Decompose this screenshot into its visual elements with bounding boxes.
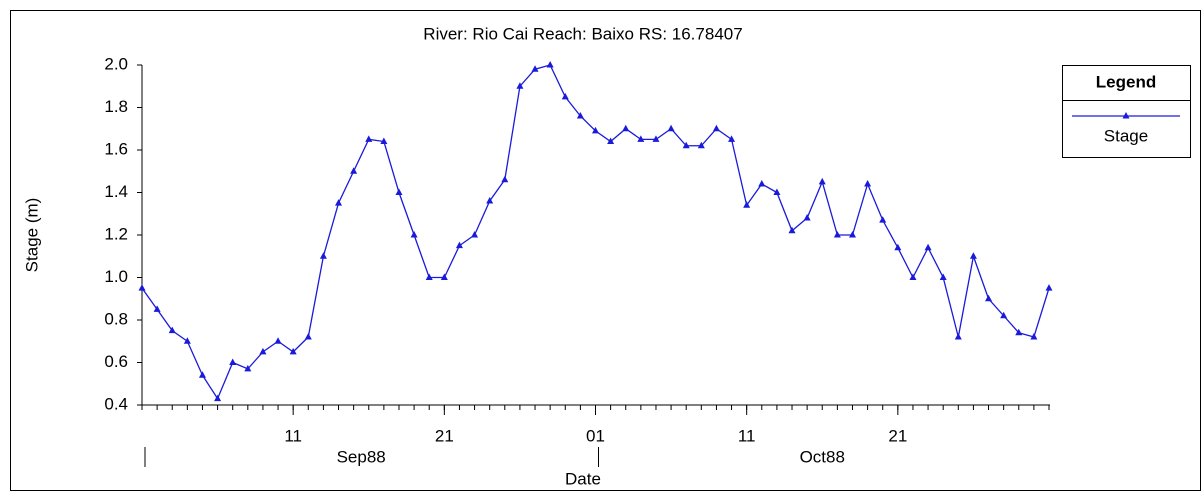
marker [607,137,615,144]
marker [1030,333,1038,340]
marker [637,135,645,142]
marker [138,284,146,291]
marker [546,61,554,68]
y-tick-label: 1.2 [104,224,128,243]
marker [879,216,887,223]
marker [425,273,433,280]
marker [848,231,856,238]
marker [410,231,418,238]
marker [969,252,977,259]
marker [697,141,705,149]
marker [501,175,509,183]
marker [894,243,902,251]
marker [153,305,161,312]
marker [728,135,736,142]
legend-label: Stage [1104,126,1148,145]
marker [229,358,237,365]
frame [10,10,1201,491]
y-tick-label: 1.4 [104,182,128,201]
marker [259,347,267,355]
marker [667,124,675,132]
marker [274,337,282,344]
y-tick-label: 1.8 [104,97,128,116]
chart-title: River: Rio Cai Reach: Baixo RS: 16.78407 [423,24,742,43]
marker [592,126,599,134]
marker [395,188,403,195]
legend-title: Legend [1096,72,1156,91]
marker [1015,328,1023,336]
marker [289,347,297,355]
marker [743,201,751,208]
marker [909,273,917,280]
series-line [141,64,1050,401]
marker [183,337,191,344]
y-axis-label: Stage (m) [22,198,41,273]
marker [244,364,252,372]
marker [486,197,494,204]
y-tick-label: 0.8 [104,309,128,328]
x-tick-label: 01 [586,426,605,445]
marker [198,371,206,378]
marker [380,137,388,144]
legend-marker [1122,112,1130,119]
y-tick-label: 2.0 [104,54,128,73]
marker [652,135,660,142]
x-tick-label: 21 [435,426,454,445]
marker [304,333,312,340]
marker [214,394,222,402]
x-axis-label: Date [565,469,601,488]
y-tick-label: 1.6 [104,139,128,158]
marker [622,124,630,132]
x-tick-label: 11 [284,426,302,445]
x-tick-label: 21 [888,426,907,445]
marker [924,243,932,251]
marker [531,65,539,72]
marker [788,226,796,234]
marker [939,273,947,280]
marker [335,199,343,206]
marker [1000,311,1008,319]
marker [818,177,826,185]
marker [350,167,358,174]
marker [864,180,872,187]
marker [455,241,463,249]
marker [833,231,841,238]
y-tick-label: 1.0 [104,267,128,286]
marker [758,180,766,187]
marker [803,214,811,221]
marker [168,326,176,334]
marker [365,135,373,142]
marker [773,188,781,195]
marker [440,273,448,280]
marker [712,124,720,132]
marker [471,231,479,238]
marker [954,333,962,340]
marker [682,141,690,149]
x-group-label: Sep88 [337,447,386,466]
marker [319,252,327,259]
marker [561,92,569,100]
y-tick-label: 0.4 [104,394,128,413]
legend-box [1062,65,1191,158]
x-tick-label: 11 [738,426,756,445]
x-group-label: Oct88 [800,447,845,466]
marker [576,112,584,119]
marker [516,82,524,89]
marker [1045,284,1053,291]
y-tick-label: 0.6 [104,352,128,371]
marker [985,294,993,302]
